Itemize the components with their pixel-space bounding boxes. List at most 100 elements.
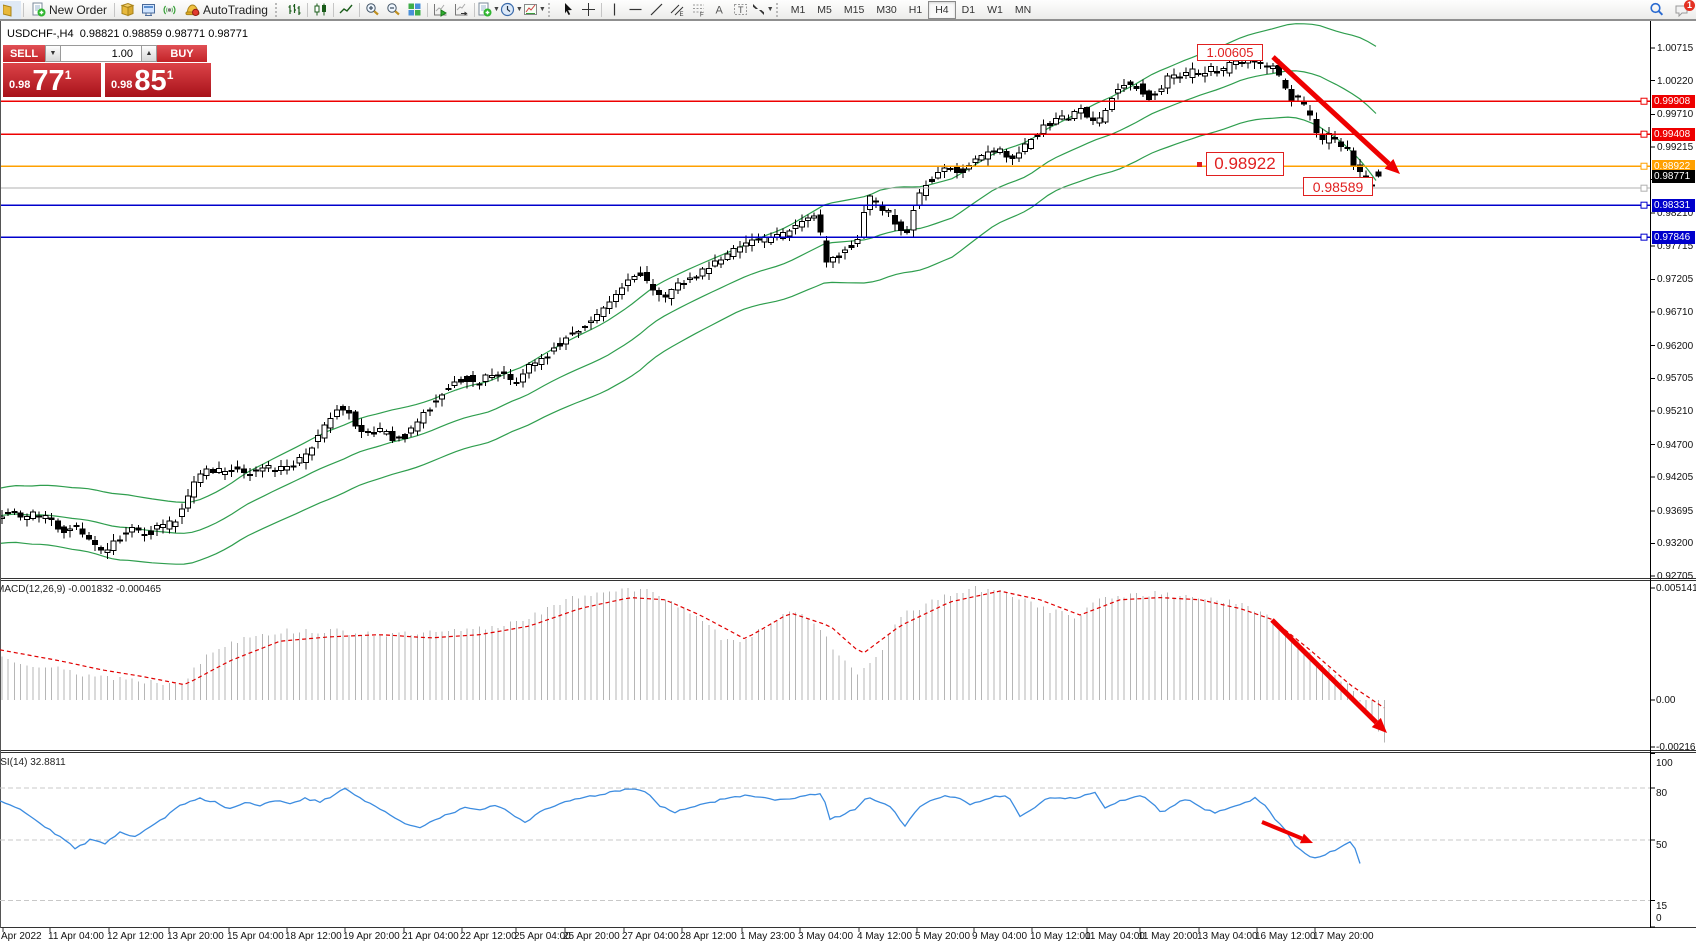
templates-icon bbox=[523, 2, 538, 17]
toolbar-trendline-button[interactable] bbox=[646, 1, 667, 19]
price-trend-arrow[interactable] bbox=[1271, 55, 1391, 166]
chevron-down-icon: ▼ bbox=[766, 6, 774, 13]
rsi-trend-arrow[interactable] bbox=[1261, 820, 1303, 841]
macd-trend-arrow[interactable] bbox=[1270, 618, 1379, 725]
toolbar-zoom-out-button[interactable] bbox=[383, 1, 404, 19]
volume-decrease-button[interactable]: ▼ bbox=[45, 45, 61, 62]
tf-D1-button[interactable]: D1 bbox=[961, 3, 976, 16]
toolbar-fibonacci-button[interactable]: F bbox=[688, 1, 709, 19]
rsi-tick-label: 100 bbox=[1656, 758, 1673, 769]
level-line-handle[interactable] bbox=[1640, 162, 1648, 170]
tf-H4-button[interactable]: H4 bbox=[928, 0, 956, 19]
triangle-down-icon: ▼ bbox=[49, 50, 57, 57]
sell-button[interactable]: SELL bbox=[3, 45, 45, 62]
time-axis-label: 1 May 23:00 bbox=[740, 931, 796, 942]
new-order-button[interactable]: New Order bbox=[26, 1, 112, 19]
toolbar-cursor-button[interactable] bbox=[557, 1, 578, 19]
price-tick-label: 0.93200 bbox=[1657, 538, 1694, 549]
toolbar-zoom-in-button[interactable] bbox=[362, 1, 383, 19]
toolbar-arrows-button[interactable]: ▼ bbox=[751, 1, 774, 19]
level-line-handle[interactable] bbox=[1640, 130, 1648, 138]
volume-input[interactable] bbox=[61, 45, 141, 62]
macd-pane[interactable] bbox=[0, 585, 1386, 743]
price-annotation[interactable]: 0.98922 bbox=[1206, 152, 1284, 176]
toolbar-text-label-button[interactable]: T bbox=[730, 1, 751, 19]
tf-M5-button[interactable]: M5 bbox=[817, 3, 832, 16]
toolbar-vertical-line-button[interactable] bbox=[604, 1, 625, 19]
toolbar: New Order AutoTrading ▼ ▼ ▼ E F A T ▼ M1 M5 M15 M30 H1… bbox=[0, 0, 1696, 20]
sell-price-display[interactable]: 0.98 77 1 bbox=[3, 63, 101, 97]
rsi-line bbox=[0, 787, 1361, 864]
time-axis-label: 13 Apr 20:00 bbox=[167, 931, 224, 942]
zoom-in-icon bbox=[365, 2, 380, 17]
toolbar-new-chart-button[interactable]: ▼ bbox=[477, 1, 500, 19]
price-tick-label: 0.95705 bbox=[1657, 373, 1694, 384]
text-label-icon: T bbox=[733, 2, 748, 17]
chart-title: USDCHF-,H4 0.98821 0.98859 0.98771 0.987… bbox=[7, 28, 248, 40]
tf-M30-button[interactable]: M30 bbox=[876, 3, 897, 16]
rsi-tick-label: 15 bbox=[1656, 901, 1668, 912]
main-price-pane[interactable] bbox=[0, 23, 1382, 565]
toolbar-grip bbox=[775, 2, 783, 17]
crosshair-icon bbox=[581, 2, 596, 17]
zoom-out-icon bbox=[386, 2, 401, 17]
level-line-handle[interactable] bbox=[1640, 233, 1648, 241]
price-tick-label: 0.99215 bbox=[1657, 142, 1694, 153]
tf-M1-button[interactable]: M1 bbox=[790, 3, 806, 16]
level-line-handle[interactable] bbox=[1640, 97, 1648, 105]
toolbar-separator bbox=[600, 2, 602, 17]
price-tick-label: 0.98210 bbox=[1657, 208, 1694, 219]
time-axis-label: 9 May 04:00 bbox=[972, 931, 1028, 942]
tf-M15-button[interactable]: M15 bbox=[843, 3, 865, 16]
toolbar-chart-shift-button[interactable] bbox=[451, 1, 472, 19]
toolbar-chart-fragment-button[interactable] bbox=[0, 0, 21, 19]
price-annotation[interactable]: 0.98589 bbox=[1303, 177, 1373, 196]
toolbar-text-button[interactable]: A bbox=[709, 1, 730, 19]
macd-signal-line bbox=[0, 590, 1385, 709]
tf-MN-button[interactable]: MN bbox=[1014, 3, 1032, 16]
toolbar-templates-button[interactable]: ▼ bbox=[523, 1, 546, 19]
toolbar-separator bbox=[114, 2, 116, 17]
toolbar-horizontal-line-button[interactable] bbox=[625, 1, 646, 19]
toolbar-data-window-button[interactable] bbox=[138, 1, 159, 19]
notifications-button[interactable]: 1 bbox=[1671, 0, 1695, 19]
axis-price-badge: 0.98331 bbox=[1652, 199, 1695, 212]
price-annotation[interactable]: 1.00605 bbox=[1197, 44, 1263, 61]
search-button[interactable] bbox=[1646, 1, 1667, 19]
toolbar-signals-button[interactable] bbox=[159, 1, 180, 19]
toolbar-equidistant-channel-button[interactable]: E bbox=[667, 1, 688, 19]
toolbar-profiles-button[interactable]: ▼ bbox=[500, 1, 523, 19]
text-icon: A bbox=[712, 2, 727, 17]
sell-price-pips: 77 bbox=[32, 65, 65, 97]
toolbar-separator bbox=[426, 2, 428, 17]
time-axis-label: 21 Apr 04:00 bbox=[402, 931, 459, 942]
toolbar-candlestick-chart-button[interactable] bbox=[310, 1, 331, 19]
time-axis-label: 3 May 04:00 bbox=[798, 931, 854, 942]
volume-increase-button[interactable]: ▲ bbox=[141, 45, 157, 62]
rsi-pane[interactable] bbox=[0, 787, 1650, 902]
tf-H1-button[interactable]: H1 bbox=[908, 3, 923, 16]
sell-price-base: 0.98 bbox=[9, 79, 31, 91]
toolbar-crosshair-button[interactable] bbox=[578, 1, 599, 19]
toolbar-market-watch-button[interactable] bbox=[117, 1, 138, 19]
autotrading-button[interactable]: AutoTrading bbox=[180, 1, 273, 19]
time-axis-label: 17 May 20:00 bbox=[1313, 931, 1374, 942]
axis-price-badge: 0.99908 bbox=[1652, 95, 1695, 108]
time-axis-label: 25 Apr 20:00 bbox=[563, 931, 620, 942]
toolbar-line-chart-button[interactable] bbox=[336, 1, 357, 19]
toolbar-auto-scroll-button[interactable] bbox=[430, 1, 451, 19]
macd-tick-label: 0.005141 bbox=[1656, 583, 1696, 594]
chart-canvas[interactable] bbox=[0, 20, 1696, 945]
price-tick-label: 0.94205 bbox=[1657, 472, 1694, 483]
level-line-handle[interactable] bbox=[1640, 184, 1648, 192]
axis-price-badge: 0.98922 bbox=[1652, 160, 1695, 173]
tf-W1-button[interactable]: W1 bbox=[987, 3, 1003, 16]
auto-scroll-icon bbox=[433, 2, 448, 17]
buy-price-display[interactable]: 0.98 85 1 bbox=[105, 63, 211, 97]
toolbar-bar-chart-button[interactable] bbox=[284, 1, 305, 19]
toolbar-tile-windows-button[interactable] bbox=[404, 1, 425, 19]
time-axis-label: 11 Apr 04:00 bbox=[48, 931, 104, 942]
buy-button[interactable]: BUY bbox=[157, 45, 207, 62]
level-line-handle[interactable] bbox=[1640, 201, 1648, 209]
time-axis-label: 15 Apr 04:00 bbox=[227, 931, 284, 942]
